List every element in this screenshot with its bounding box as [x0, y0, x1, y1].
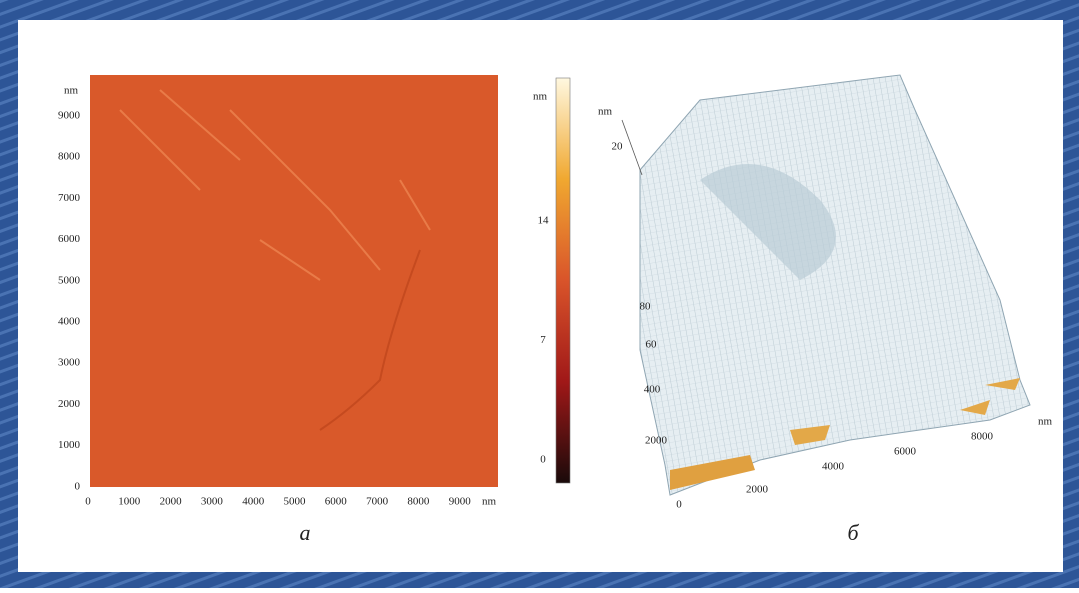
caption: а — [300, 520, 311, 545]
colorbar-tick-label: 0 — [540, 454, 546, 466]
x-unit: nm — [482, 496, 497, 508]
figure: а б nm9000800070006000500040003000200010… — [0, 0, 1079, 588]
axis-label: 0 — [676, 499, 682, 511]
x-tick-label: 5000 — [284, 496, 307, 508]
afm-image — [90, 75, 570, 487]
colorbar — [556, 78, 570, 483]
x-tick-label: 0 — [85, 496, 91, 508]
y-tick-label: 5000 — [58, 274, 81, 286]
x-tick-label: 1000 — [118, 496, 141, 508]
y-tick-label: 9000 — [58, 110, 81, 122]
axis-label: 8000 — [971, 431, 994, 443]
axis-label: 80 — [640, 301, 652, 313]
y-tick-label: 0 — [75, 480, 81, 492]
axis-label: 4000 — [822, 461, 845, 473]
axis-label: nm — [598, 106, 613, 118]
axis-label: 6000 — [894, 446, 917, 458]
y-unit: nm — [64, 85, 79, 97]
caption: б — [847, 520, 859, 545]
x-tick-label: 7000 — [366, 496, 389, 508]
x-tick-label: 3000 — [201, 496, 224, 508]
axis-label: 20 — [612, 141, 624, 153]
y-tick-label: 8000 — [58, 151, 81, 163]
x-tick-label: 9000 — [449, 496, 472, 508]
y-tick-label: 2000 — [58, 398, 81, 410]
x-tick-label: 6000 — [325, 496, 348, 508]
height-map — [90, 75, 498, 487]
colorbar-tick-label: 7 — [540, 334, 546, 346]
y-tick-label: 7000 — [58, 192, 81, 204]
colorbar-tick-label: 14 — [538, 215, 550, 227]
axis-label: 2000 — [645, 435, 668, 447]
x-tick-label: 2000 — [160, 496, 183, 508]
y-tick-label: 4000 — [58, 316, 81, 328]
axis-label: 400 — [644, 384, 661, 396]
y-tick-label: 6000 — [58, 233, 81, 245]
x-tick-label: 8000 — [407, 496, 430, 508]
axis-label: nm — [1038, 416, 1053, 428]
x-tick-label: 4000 — [242, 496, 265, 508]
axis-label: 60 — [646, 339, 658, 351]
axis-label: 2000 — [746, 484, 769, 496]
colorbar-unit: nm — [533, 91, 548, 103]
y-tick-label: 3000 — [58, 357, 81, 369]
y-tick-label: 1000 — [58, 439, 81, 451]
